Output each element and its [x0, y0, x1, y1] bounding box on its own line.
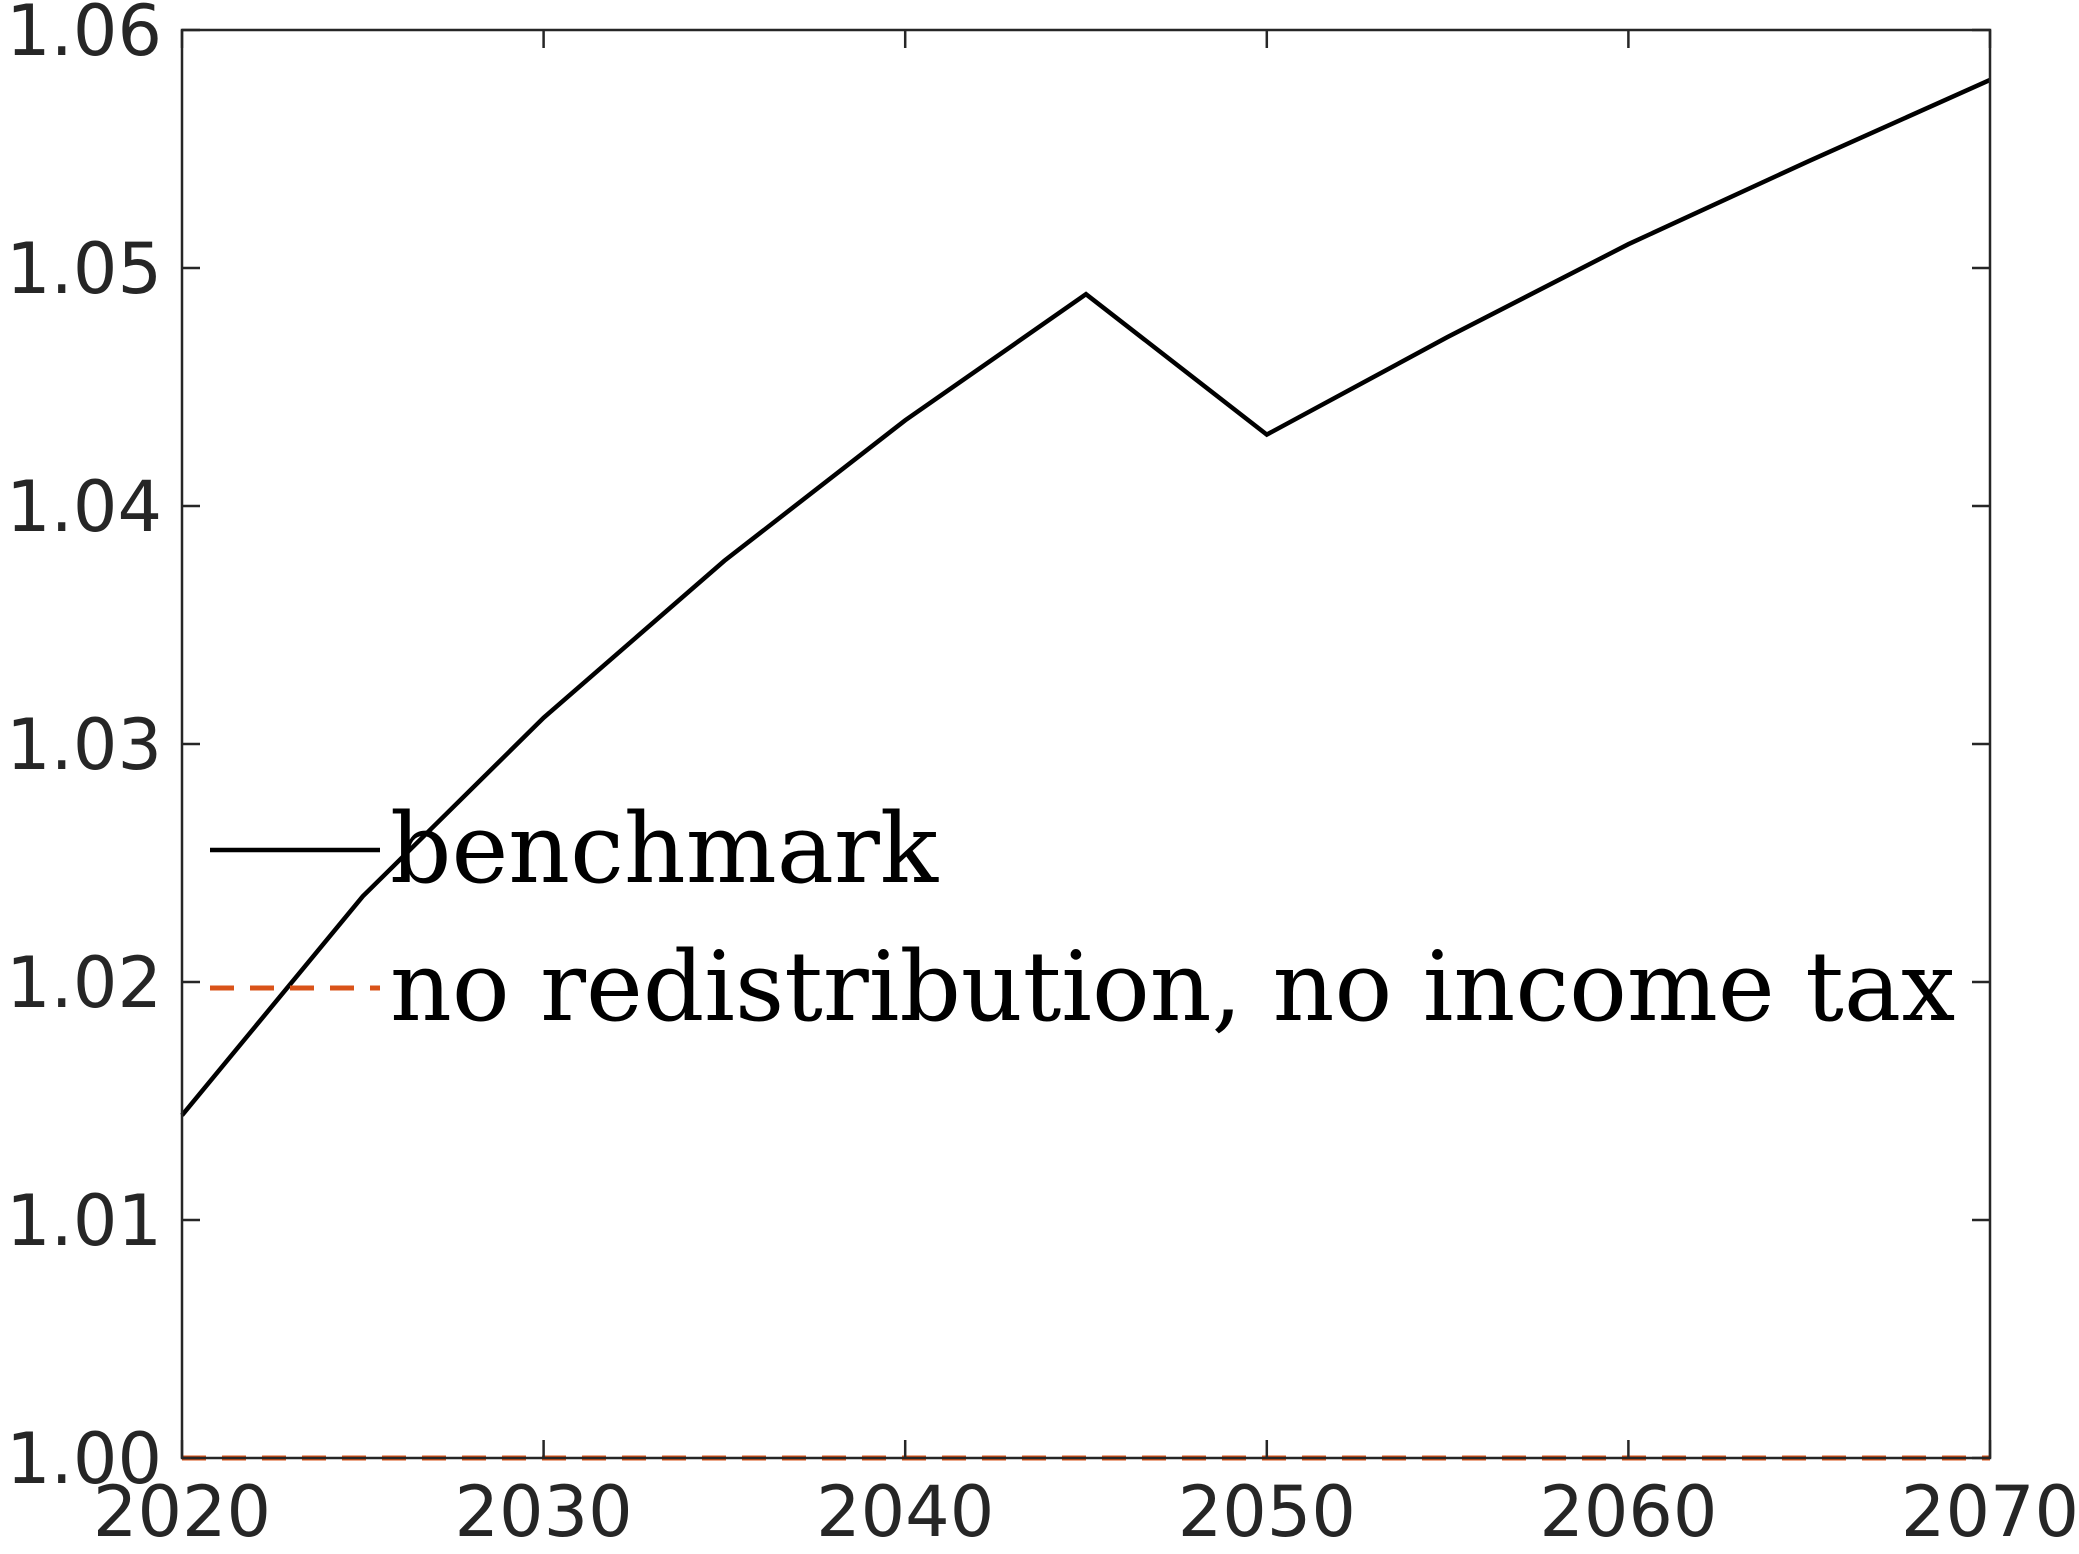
x-tick-label: 2050: [1178, 1471, 1356, 1553]
legend: benchmark no redistribution, no income ta…: [210, 793, 1955, 1043]
x-tick-label: 2040: [816, 1471, 994, 1553]
series-line-1: [180, 77, 1991, 1117]
ticks-layer: 2020 2030 2040 2050 2060 2070 1.00 1.01 1.02 1.03…: [6, 0, 2079, 1553]
y-tick-label: 1.03: [6, 704, 162, 786]
y-tick-label: 1.02: [6, 942, 162, 1024]
x-tick-label: 2020: [93, 1471, 271, 1553]
x-tick-label: 2070: [1901, 1471, 2079, 1553]
y-tick-label: 1.00: [6, 1418, 162, 1500]
y-tick-label: 1.05: [6, 228, 162, 310]
legend-label-2: no redistribution, no income tax: [390, 931, 1955, 1043]
y-tick-label: 1.06: [6, 0, 162, 72]
y-tick-label: 1.01: [6, 1180, 162, 1262]
plot-area-background: [182, 30, 1990, 1458]
y-tick-label: 1.04: [6, 466, 162, 548]
x-tick-label: 2060: [1539, 1471, 1717, 1553]
legend-label-1: benchmark: [390, 793, 939, 905]
x-tick-label: 2030: [455, 1471, 633, 1553]
